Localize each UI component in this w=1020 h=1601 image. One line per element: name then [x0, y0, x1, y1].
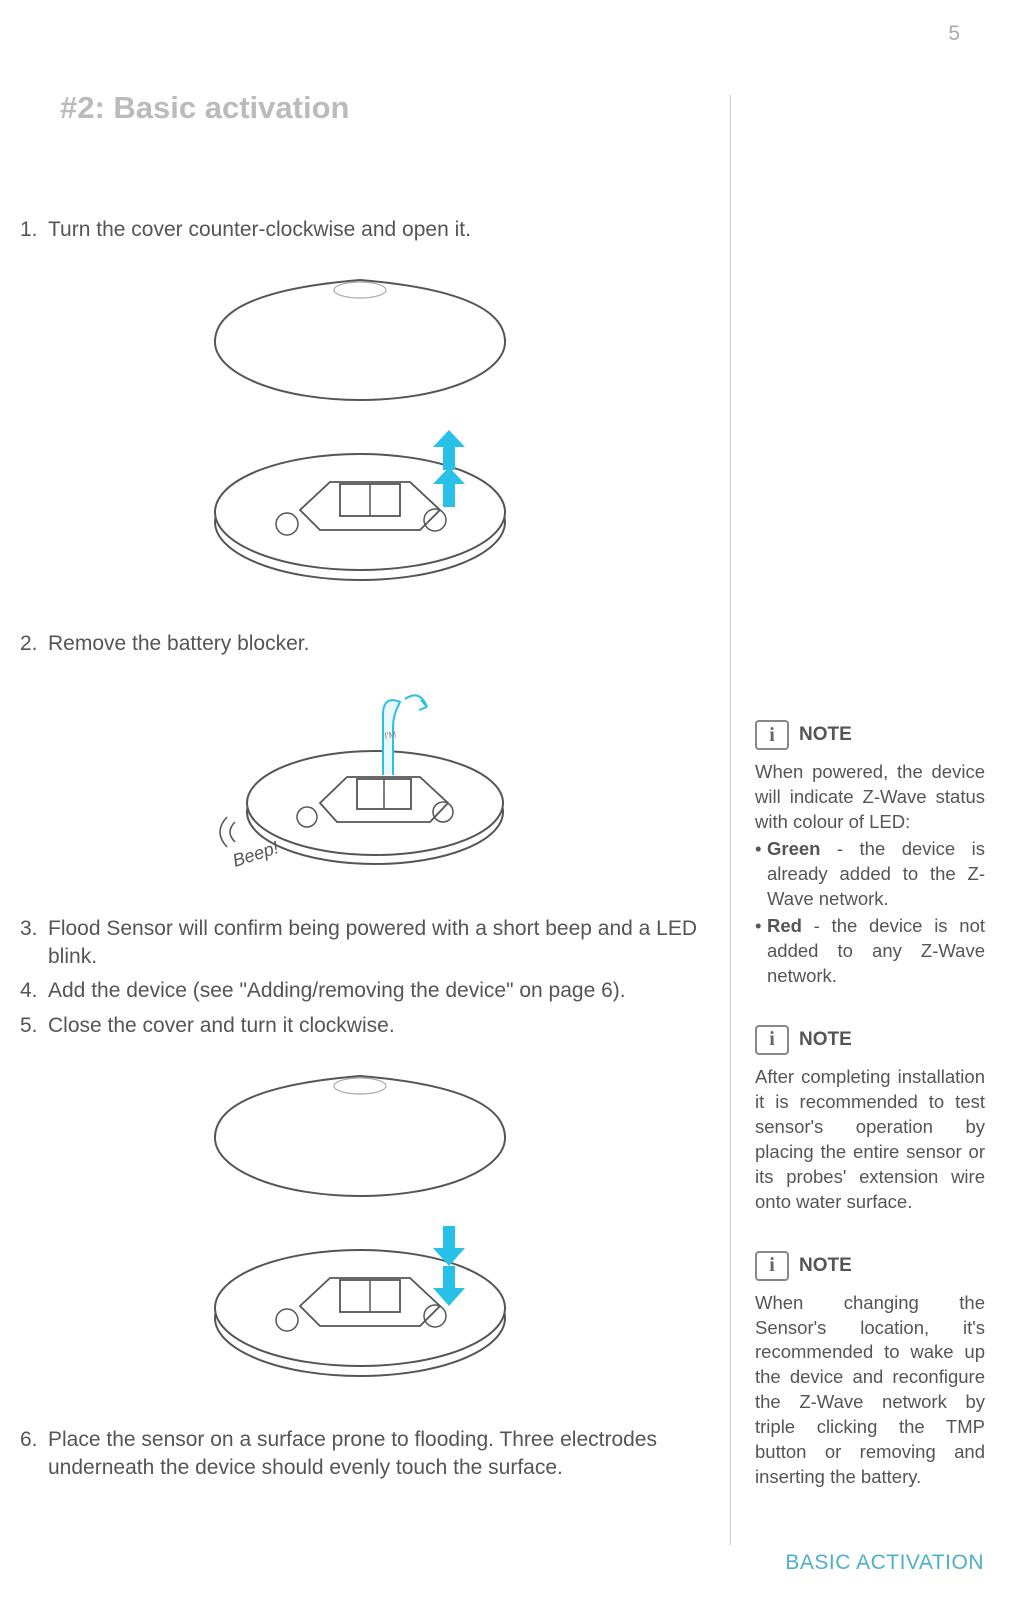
step-item: 2. Remove the battery blocker. — [20, 630, 700, 658]
bullet-label: Red — [767, 915, 802, 936]
figure-remove-blocker: I'M Beep! — [205, 667, 515, 897]
note-title: NOTE — [799, 724, 852, 746]
step-number: 4. — [20, 977, 48, 1005]
step-number: 1. — [20, 216, 48, 244]
step-number: 6. — [20, 1426, 48, 1483]
footer-section-label: BASIC ACTIVATION — [785, 1551, 984, 1575]
note-header: i NOTE — [755, 720, 985, 750]
step-number: 2. — [20, 630, 48, 658]
section-title: #2: Basic activation — [60, 90, 700, 126]
note-bullet-list: Green - the device is already added to t… — [755, 837, 985, 989]
note-bullet: Red - the device is not added to any Z-W… — [755, 914, 985, 989]
column-divider — [730, 95, 731, 1545]
step-item: 3. Flood Sensor will confirm being power… — [20, 915, 700, 972]
info-icon: i — [755, 1251, 789, 1281]
svg-text:I'M: I'M — [384, 729, 397, 741]
main-column: #2: Basic activation 1. Turn the cover c… — [20, 90, 700, 1489]
note-block: i NOTE When changing the Sensor's locati… — [755, 1251, 985, 1491]
note-body: After completing installation it is reco… — [755, 1065, 985, 1215]
note-header: i NOTE — [755, 1251, 985, 1281]
step-text: Close the cover and turn it clockwise. — [48, 1012, 700, 1040]
step-text: Remove the battery blocker. — [48, 630, 700, 658]
step-text: Add the device (see "Adding/removing the… — [48, 977, 700, 1005]
step-item: 5. Close the cover and turn it clockwise… — [20, 1012, 700, 1040]
note-title: NOTE — [799, 1255, 852, 1277]
note-intro: When powered, the device will indicate Z… — [755, 761, 985, 832]
step-item: 1. Turn the cover counter-clockwise and … — [20, 216, 700, 244]
step-item: 4. Add the device (see "Adding/removing … — [20, 977, 700, 1005]
step-text: Place the sensor on a surface prone to f… — [48, 1426, 700, 1483]
step-text: Turn the cover counter-clockwise and ope… — [48, 216, 700, 244]
figure-open-cover — [175, 252, 545, 612]
note-title: NOTE — [799, 1029, 852, 1051]
info-icon: i — [755, 720, 789, 750]
info-icon: i — [755, 1025, 789, 1055]
step-text: Flood Sensor will confirm being powered … — [48, 915, 700, 972]
note-header: i NOTE — [755, 1025, 985, 1055]
step-item: 6. Place the sensor on a surface prone t… — [20, 1426, 700, 1483]
note-body: When powered, the device will indicate Z… — [755, 760, 985, 989]
step-number: 5. — [20, 1012, 48, 1040]
page-number: 5 — [948, 22, 960, 46]
figure-close-cover — [175, 1048, 545, 1408]
step-number: 3. — [20, 915, 48, 972]
beep-label: Beep! — [230, 837, 281, 871]
note-block: i NOTE When powered, the device will ind… — [755, 720, 985, 989]
note-body: When changing the Sensor's location, it'… — [755, 1291, 985, 1491]
note-bullet: Green - the device is already added to t… — [755, 837, 985, 912]
note-block: i NOTE After completing installation it … — [755, 1025, 985, 1215]
sidebar-column: i NOTE When powered, the device will ind… — [755, 720, 985, 1526]
bullet-label: Green — [767, 838, 820, 859]
